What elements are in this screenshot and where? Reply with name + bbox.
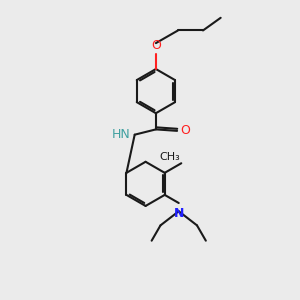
Text: O: O (151, 39, 161, 52)
Text: N: N (173, 206, 184, 220)
Text: O: O (181, 124, 190, 137)
Text: CH₃: CH₃ (159, 152, 180, 162)
Text: HN: HN (112, 128, 131, 141)
